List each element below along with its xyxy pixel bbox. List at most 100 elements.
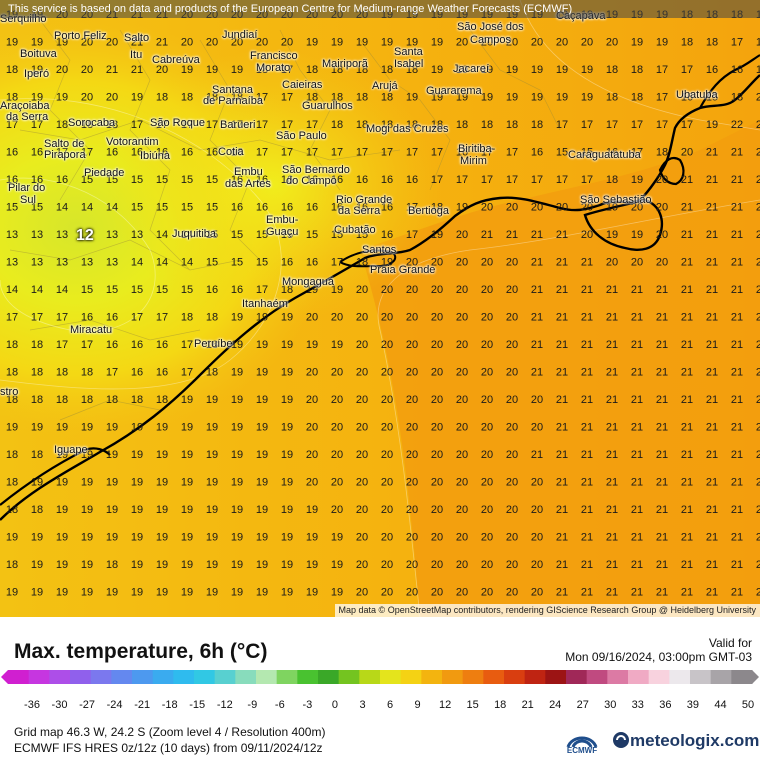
grid-value: 20 bbox=[356, 449, 368, 461]
grid-value: 19 bbox=[306, 339, 318, 351]
grid-value: 17 bbox=[281, 64, 293, 76]
grid-value: 19 bbox=[181, 477, 193, 489]
grid-value: 21 bbox=[656, 532, 668, 544]
city-label: Cubatão bbox=[334, 224, 376, 236]
grid-value: 21 bbox=[581, 312, 593, 324]
grid-value: 18 bbox=[106, 559, 118, 571]
grid-value: 16 bbox=[531, 147, 543, 159]
grid-value: 21 bbox=[631, 449, 643, 461]
grid-value: 20 bbox=[306, 367, 318, 379]
grid-value: 18 bbox=[181, 312, 193, 324]
grid-value: 15 bbox=[156, 202, 168, 214]
grid-value: 21 bbox=[731, 477, 743, 489]
grid-value: 18 bbox=[431, 202, 443, 214]
grid-value: 20 bbox=[306, 312, 318, 324]
city-label: Boituva bbox=[20, 48, 57, 60]
grid-value: 19 bbox=[56, 532, 68, 544]
color-scale-segment bbox=[442, 670, 464, 684]
color-scale-tick-label: 24 bbox=[549, 699, 561, 711]
grid-value: 21 bbox=[681, 229, 693, 241]
coastline-santos bbox=[339, 249, 397, 268]
grid-value: 19 bbox=[156, 587, 168, 599]
grid-value: 21 bbox=[731, 147, 743, 159]
grid-value: 18 bbox=[356, 257, 368, 269]
city-label: São Sebastião bbox=[580, 194, 652, 206]
grid-value: 19 bbox=[431, 92, 443, 104]
grid-value: 19 bbox=[256, 367, 268, 379]
color-scale-tick-label: -27 bbox=[79, 699, 95, 711]
color-scale-segment bbox=[28, 670, 50, 684]
grid-value: 19 bbox=[356, 37, 368, 49]
grid-value: 19 bbox=[31, 92, 43, 104]
grid-value: 19 bbox=[331, 587, 343, 599]
grid-value: 15 bbox=[256, 229, 268, 241]
grid-value: 21 bbox=[706, 477, 718, 489]
grid-value: 15 bbox=[181, 202, 193, 214]
grid-value: 17 bbox=[481, 174, 493, 186]
city-label: Salto bbox=[124, 32, 150, 44]
grid-value: 16 bbox=[206, 147, 218, 159]
grid-value: 20 bbox=[356, 367, 368, 379]
color-scale-tick-label: 12 bbox=[439, 699, 451, 711]
grid-value: 21 bbox=[706, 284, 718, 296]
grid-value: 19 bbox=[231, 477, 243, 489]
coastline-island bbox=[583, 198, 664, 251]
color-scale-ticks: -36 -30 -27 -24 -21 -18 -15 -12 -9 -6 -3 0 3 6 9 12 15 18… bbox=[24, 699, 754, 711]
grid-value: 19 bbox=[306, 532, 318, 544]
grid-value: 13 bbox=[106, 257, 118, 269]
grid-value: 18 bbox=[356, 64, 368, 76]
grid-value: 14 bbox=[156, 229, 168, 241]
grid-value: 20 bbox=[581, 202, 593, 214]
grid-value: 16 bbox=[406, 174, 418, 186]
grid-value: 20 bbox=[356, 559, 368, 571]
temperature-map[interactable]: 19 19 20 20 21 21 21 20 20 20 20 20 20 20 20 19 19 19 19 19… bbox=[0, 0, 760, 617]
grid-value: 14 bbox=[106, 202, 118, 214]
grid-value: 19 bbox=[81, 422, 93, 434]
city-label: Guaçu bbox=[266, 226, 299, 238]
grid-value: 19 bbox=[131, 422, 143, 434]
grid-value: 21 bbox=[681, 449, 693, 461]
grid-value: 19 bbox=[281, 394, 293, 406]
grid-value: 16 bbox=[231, 147, 243, 159]
grid-value: 19 bbox=[531, 64, 543, 76]
grid-value: 18 bbox=[356, 119, 368, 131]
grid-value: 16 bbox=[356, 174, 368, 186]
grid-value: 19 bbox=[131, 587, 143, 599]
grid-value: 19 bbox=[156, 449, 168, 461]
city-label: São Bernardo bbox=[282, 164, 350, 176]
temperature-grid: 19 19 20 20 21 21 21 20 20 20 20 20 20 20 20 19 19 19 19 19… bbox=[6, 9, 760, 599]
grid-value: 17 bbox=[56, 312, 68, 324]
map-attribution[interactable]: Map data © OpenStreetMap contributors, r… bbox=[334, 604, 760, 617]
color-scale-tick-label: 36 bbox=[659, 699, 671, 711]
grid-value: 21 bbox=[706, 532, 718, 544]
grid-value: 20 bbox=[431, 449, 443, 461]
meteologix-brand[interactable]: meteologix.com bbox=[612, 731, 759, 751]
grid-value: 20 bbox=[631, 202, 643, 214]
grid-value: 20 bbox=[306, 449, 318, 461]
grid-value: 17 bbox=[556, 119, 568, 131]
color-scale-segment bbox=[545, 670, 567, 684]
grid-value: 17 bbox=[81, 339, 93, 351]
color-scale-segment bbox=[256, 670, 278, 684]
grid-value: 20 bbox=[506, 339, 518, 351]
grid-value: 20 bbox=[656, 174, 668, 186]
grid-value: 19 bbox=[206, 64, 218, 76]
grid-value: 20 bbox=[406, 422, 418, 434]
grid-value: 19 bbox=[331, 339, 343, 351]
ecmwf-logo-text: ECMWF bbox=[566, 746, 598, 755]
color-scale-bar bbox=[1, 670, 759, 684]
grid-value: 20 bbox=[81, 37, 93, 49]
grid-value: 21 bbox=[581, 367, 593, 379]
city-label: São José dos bbox=[457, 21, 524, 33]
city-label: Praia Grande bbox=[370, 264, 436, 276]
grid-value: 20 bbox=[406, 532, 418, 544]
grid-value: 19 bbox=[206, 504, 218, 516]
city-label: Francisco bbox=[250, 50, 298, 62]
grid-value: 18 bbox=[231, 92, 243, 104]
grid-value: 17 bbox=[606, 119, 618, 131]
grid-value: 15 bbox=[131, 284, 143, 296]
grid-value: 17 bbox=[281, 92, 293, 104]
grid-value: 20 bbox=[406, 257, 418, 269]
color-scale-tick-label: 18 bbox=[494, 699, 506, 711]
grid-value: 22 bbox=[756, 119, 760, 131]
